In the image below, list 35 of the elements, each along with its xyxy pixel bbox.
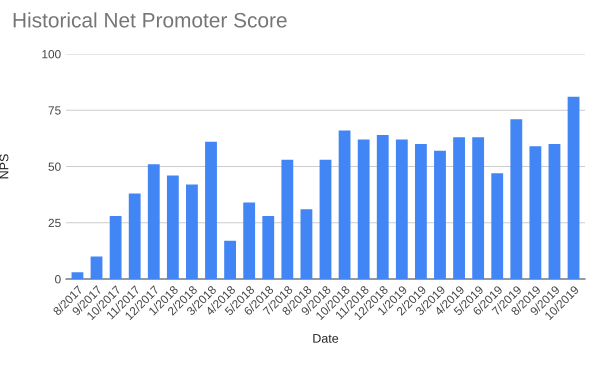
bar (110, 216, 122, 279)
bar (548, 144, 560, 279)
bar (472, 137, 484, 279)
bar (205, 142, 217, 279)
bar (148, 164, 160, 279)
bar (568, 96, 580, 279)
bar (262, 216, 274, 279)
y-tick-label: 100 (42, 50, 61, 58)
bar (414, 144, 427, 279)
y-tick-label: 0 (55, 275, 61, 284)
y-tick-label: 50 (48, 162, 61, 171)
bar (434, 150, 446, 279)
x-axis-title: Date (313, 334, 338, 343)
bar (396, 140, 408, 279)
bar (281, 160, 294, 279)
bar (358, 140, 370, 279)
bar (72, 272, 84, 279)
bar (90, 256, 102, 279)
bar (224, 240, 236, 279)
bar (510, 119, 522, 279)
bar (300, 209, 312, 279)
bar (320, 160, 332, 279)
bar (128, 194, 141, 279)
bar (491, 173, 504, 279)
bar (338, 130, 350, 279)
y-tick-label: 75 (48, 106, 61, 115)
y-tick-label: 25 (48, 218, 61, 228)
y-axis-title: NPS (0, 154, 8, 178)
chart-title: Historical Net Promoter Score (14, 12, 287, 28)
bar (376, 135, 389, 279)
bar (166, 176, 179, 279)
bar (186, 184, 198, 279)
bar (529, 146, 542, 279)
bar (243, 202, 256, 279)
bar (453, 137, 465, 279)
